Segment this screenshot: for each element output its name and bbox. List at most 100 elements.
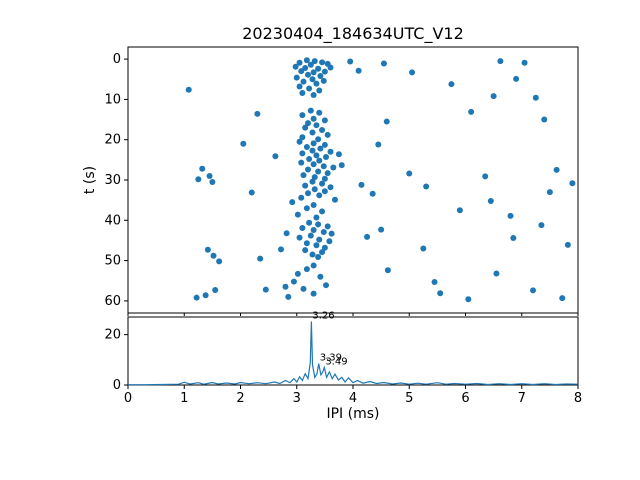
scatter-point [204,246,211,253]
scatter-point [321,68,328,75]
scatter-point [538,222,545,229]
scatter-point [320,228,327,235]
scatter-point [369,190,376,197]
scatter-point [199,165,206,172]
scatter-point [303,57,310,64]
scatter-point [321,244,328,251]
scatter-point [306,219,313,226]
scatter-point [306,156,313,163]
scatter-point [456,207,463,214]
scatter-point [206,172,213,179]
scatter-point [310,115,317,122]
scatter-point [317,273,324,280]
scatter-point [292,63,299,70]
scatter-point [212,287,219,294]
scatter-point [313,214,320,221]
x-axis-label: IPI (ms) [326,406,380,422]
y-tick-label: 10 [104,92,121,107]
x-tick-label: 6 [461,391,469,406]
scatter-point [316,236,323,243]
scatter-point [300,172,307,179]
scatter-point [316,157,323,164]
scatter-point [327,64,334,71]
scatter-point [315,253,322,260]
scatter-point [310,226,317,233]
scatter-point [324,223,331,230]
scatter-point [431,278,438,285]
x-tick-label: 3 [293,391,301,406]
y-tick-label: 60 [104,294,121,309]
ipi-histogram-line [128,321,579,386]
scatter-point [305,190,311,197]
y-tick-label: 20 [104,133,121,148]
scatter-point [320,77,327,84]
scatter-point [437,290,444,297]
scatter-point [409,69,416,76]
scatter-point [311,174,318,181]
scatter-point [493,270,500,277]
scatter-point [448,81,455,88]
scatter-point [305,71,311,78]
scatter-point [327,184,334,191]
scatter-point [546,189,553,196]
scatter-point [311,186,318,193]
scatter-point [384,267,391,274]
scatter-point [559,295,566,302]
scatter-point [327,148,334,155]
x-tick-label: 7 [518,391,526,406]
scatter-point [240,140,247,147]
scatter-point [330,164,337,171]
scatter-point [248,189,255,196]
scatter-point [521,59,528,66]
scatter-point [320,163,327,170]
scatter-point [383,118,390,125]
scatter-point [296,59,303,66]
scatter-point [335,151,342,158]
scatter-point [299,224,306,231]
scatter-point [319,127,326,134]
scatter-point [324,170,331,177]
scatter-point [482,173,489,180]
scatter-point [532,94,539,101]
scatter-point [185,86,192,93]
x-tick-label: 1 [180,391,188,406]
scatter-point [293,74,300,81]
scatter-point [378,226,385,233]
scatter-point [298,159,305,166]
scatter-point [323,282,329,289]
scatter-point [487,197,494,204]
scatter-point [316,109,323,116]
scatter-point [307,61,314,68]
scatter-point [300,285,307,292]
scatter-point [321,175,328,182]
scatter-point [257,255,264,262]
scatter-point [564,241,571,248]
x-tick-label: 4 [349,391,357,406]
scatter-point [296,138,303,145]
scatter-point [569,180,576,187]
scatter-point [375,141,382,148]
scatter-point [315,168,322,175]
scatter-point [541,116,548,123]
scatter-point [303,266,310,273]
scatter-point [272,153,279,160]
scatter-point [406,170,413,177]
scatter-point [309,178,316,185]
peak-annotation: 3.49 [325,356,347,367]
scatter-point [310,69,317,76]
scatter-point [315,221,322,228]
scatter-point [195,176,202,183]
scatter-point [282,283,289,290]
scatter-point [298,194,305,201]
x-tick-label: 0 [124,391,132,406]
scatter-point [530,287,536,294]
scatter-point [315,65,322,72]
x-tick-label: 2 [236,391,244,406]
scatter-point [423,183,430,190]
y-tick-label: 0 [113,52,121,67]
scatter-point [285,293,292,300]
scatter-point [319,180,326,187]
scatter-point [310,290,317,297]
scatter-point [324,131,331,138]
